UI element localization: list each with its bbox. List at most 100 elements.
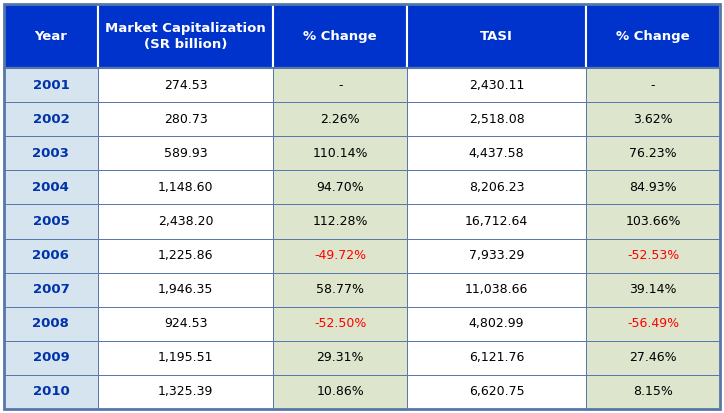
- Text: 2,438.20: 2,438.20: [158, 215, 214, 228]
- Text: % Change: % Change: [616, 30, 690, 43]
- Bar: [586, 102, 720, 136]
- Bar: [273, 136, 408, 171]
- Text: % Change: % Change: [303, 30, 377, 43]
- Bar: [4, 238, 98, 273]
- Text: 2004: 2004: [33, 181, 70, 194]
- Text: 112.28%: 112.28%: [313, 215, 368, 228]
- Text: 7,933.29: 7,933.29: [469, 249, 524, 262]
- Bar: [273, 306, 408, 341]
- Bar: [4, 170, 98, 204]
- Bar: [586, 170, 720, 204]
- Text: 2.26%: 2.26%: [320, 113, 360, 126]
- Bar: [408, 238, 586, 273]
- Text: 2007: 2007: [33, 283, 70, 296]
- Text: TASI: TASI: [480, 30, 513, 43]
- Bar: [273, 4, 408, 68]
- Bar: [98, 68, 273, 102]
- Bar: [98, 273, 273, 306]
- Bar: [586, 136, 720, 171]
- Bar: [586, 68, 720, 102]
- Text: 274.53: 274.53: [164, 79, 207, 92]
- Bar: [408, 375, 586, 409]
- Bar: [408, 68, 586, 102]
- Text: 2,518.08: 2,518.08: [468, 113, 524, 126]
- Text: 2002: 2002: [33, 113, 70, 126]
- Bar: [4, 273, 98, 306]
- Text: 110.14%: 110.14%: [313, 147, 368, 160]
- Text: 8.15%: 8.15%: [633, 385, 673, 398]
- Bar: [98, 102, 273, 136]
- Text: 3.62%: 3.62%: [634, 113, 673, 126]
- Text: 39.14%: 39.14%: [629, 283, 677, 296]
- Text: 2006: 2006: [33, 249, 70, 262]
- Bar: [4, 204, 98, 238]
- Bar: [273, 68, 408, 102]
- Bar: [586, 375, 720, 409]
- Bar: [273, 341, 408, 375]
- Text: 29.31%: 29.31%: [316, 351, 364, 364]
- Bar: [408, 204, 586, 238]
- Bar: [273, 204, 408, 238]
- Text: 6,121.76: 6,121.76: [469, 351, 524, 364]
- Bar: [4, 306, 98, 341]
- Text: -: -: [338, 79, 342, 92]
- Text: -56.49%: -56.49%: [627, 317, 679, 330]
- Text: 94.70%: 94.70%: [316, 181, 364, 194]
- Text: 10.86%: 10.86%: [316, 385, 364, 398]
- Bar: [4, 102, 98, 136]
- Text: -52.53%: -52.53%: [627, 249, 679, 262]
- Text: 6,620.75: 6,620.75: [469, 385, 524, 398]
- Bar: [4, 136, 98, 171]
- Text: 103.66%: 103.66%: [626, 215, 681, 228]
- Text: 1,148.60: 1,148.60: [158, 181, 214, 194]
- Text: 280.73: 280.73: [164, 113, 207, 126]
- Text: 2008: 2008: [33, 317, 70, 330]
- Text: 4,437.58: 4,437.58: [469, 147, 524, 160]
- Text: 2005: 2005: [33, 215, 70, 228]
- Text: 2001: 2001: [33, 79, 70, 92]
- Text: 924.53: 924.53: [164, 317, 207, 330]
- Text: 2010: 2010: [33, 385, 70, 398]
- Bar: [4, 4, 98, 68]
- Bar: [98, 238, 273, 273]
- Text: 8,206.23: 8,206.23: [469, 181, 524, 194]
- Bar: [273, 238, 408, 273]
- Bar: [408, 170, 586, 204]
- Bar: [4, 375, 98, 409]
- Bar: [586, 273, 720, 306]
- Text: 2003: 2003: [33, 147, 70, 160]
- Bar: [273, 102, 408, 136]
- Bar: [586, 238, 720, 273]
- Text: 11,038.66: 11,038.66: [465, 283, 529, 296]
- Text: 1,195.51: 1,195.51: [158, 351, 214, 364]
- Text: 1,325.39: 1,325.39: [158, 385, 214, 398]
- Bar: [98, 170, 273, 204]
- Bar: [98, 136, 273, 171]
- Bar: [408, 136, 586, 171]
- Text: -: -: [651, 79, 655, 92]
- Bar: [408, 4, 586, 68]
- Bar: [273, 170, 408, 204]
- Bar: [408, 102, 586, 136]
- Bar: [586, 4, 720, 68]
- Text: 16,712.64: 16,712.64: [465, 215, 529, 228]
- Bar: [4, 68, 98, 102]
- Text: 2009: 2009: [33, 351, 70, 364]
- Bar: [586, 204, 720, 238]
- Text: Year: Year: [35, 30, 67, 43]
- Text: 1,225.86: 1,225.86: [158, 249, 214, 262]
- Text: 84.93%: 84.93%: [629, 181, 677, 194]
- Bar: [98, 375, 273, 409]
- Bar: [586, 306, 720, 341]
- Bar: [586, 341, 720, 375]
- Bar: [408, 306, 586, 341]
- Text: 76.23%: 76.23%: [629, 147, 677, 160]
- Text: 27.46%: 27.46%: [629, 351, 677, 364]
- Text: 589.93: 589.93: [164, 147, 207, 160]
- Bar: [273, 375, 408, 409]
- Text: -52.50%: -52.50%: [314, 317, 366, 330]
- Text: 4,802.99: 4,802.99: [469, 317, 524, 330]
- Bar: [98, 306, 273, 341]
- Text: 58.77%: 58.77%: [316, 283, 364, 296]
- Text: Market Capitalization
(SR billion): Market Capitalization (SR billion): [105, 21, 266, 51]
